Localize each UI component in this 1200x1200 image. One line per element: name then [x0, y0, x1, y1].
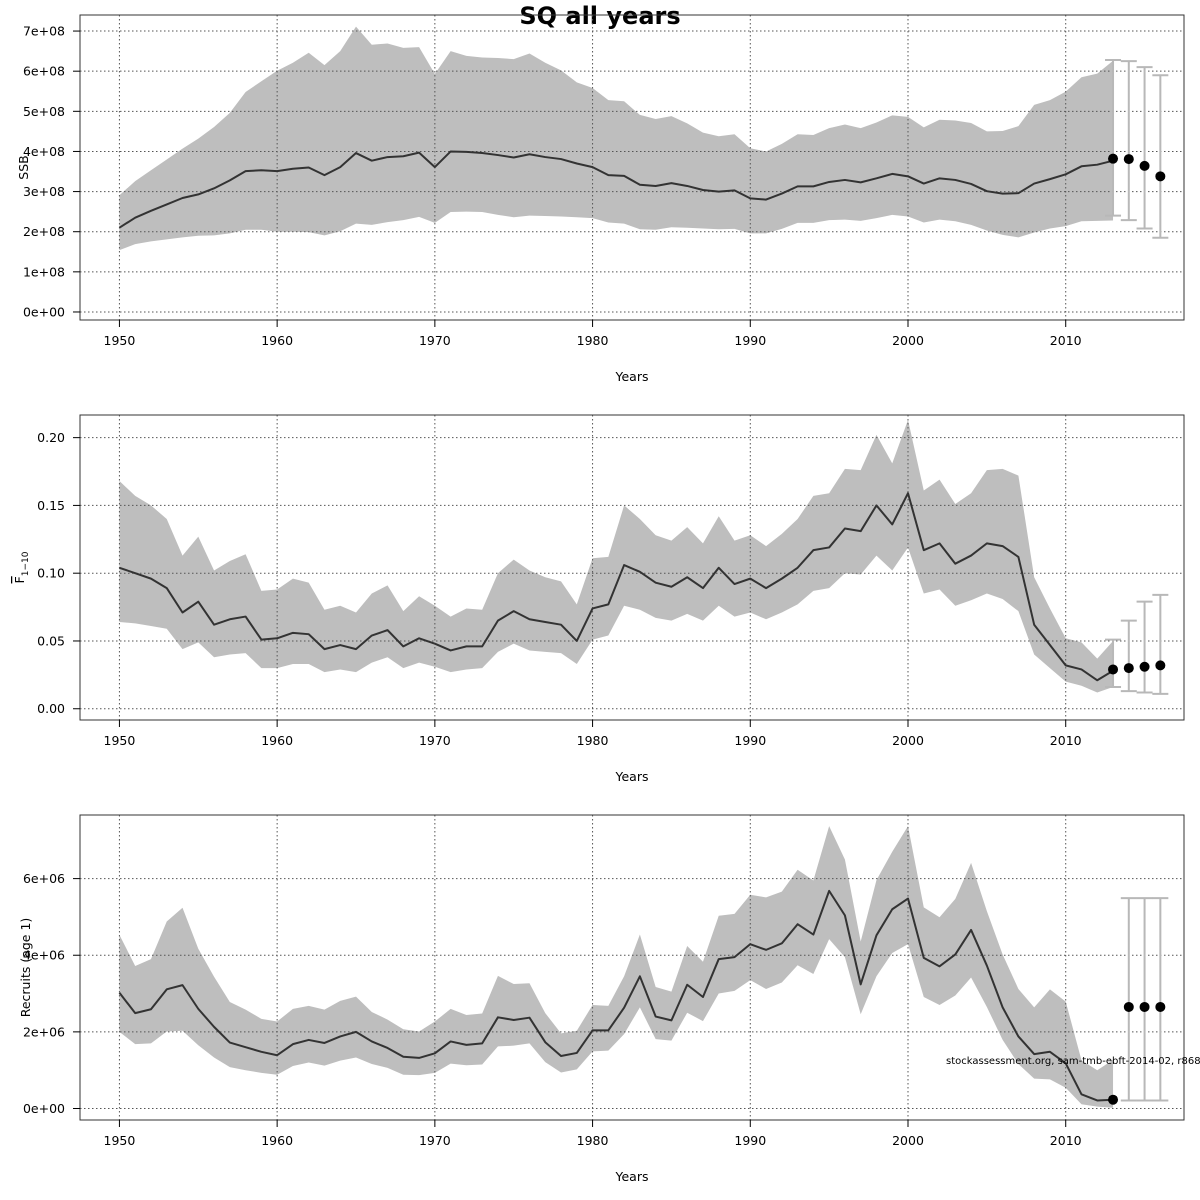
fbar-plot-frame: [79, 414, 1185, 721]
fbar-panel: 1950 1960 1970 1980 1990 2000 2010 0.00 0.05 0.10…: [12, 414, 1185, 784]
ssb-y-axis-label: SSB: [16, 155, 31, 179]
recruits-projection-point: [1139, 1001, 1150, 1012]
fbar-x-axis-label: Years: [615, 769, 649, 784]
fbar-y-tick-label: 0.00: [37, 701, 65, 716]
recruits-projection-point: [1123, 1001, 1134, 1012]
fbar-y-tick-label: 0.20: [37, 430, 65, 445]
fbar-projection-errorbar: [1152, 593, 1169, 695]
ssb-estimate-line: [118, 150, 1114, 229]
recruits-projection-errorbar: [1120, 897, 1137, 1102]
ssb-projection-errorbar: [1152, 74, 1169, 239]
ssb-confidence-band: [119, 26, 1114, 251]
recruits-x-tick-label: 1950: [104, 1133, 136, 1148]
fbar-x-tick-label: 2000: [892, 733, 924, 748]
ssb-projection-point: [1139, 160, 1150, 171]
recruits-projection-errorbar: [1136, 897, 1153, 1102]
source-note: stockassessment.org, sam-tmb-ebft-2014-0…: [946, 1056, 1200, 1067]
fbar-projection-errorbar: [1105, 638, 1122, 689]
recruits-x-tick-label: 1980: [577, 1133, 609, 1148]
ssb-x-tick-label: 1960: [261, 333, 293, 348]
fbar-y-axis-label-subscript: 1−10: [21, 551, 31, 576]
recruits-x-tick-label: 1970: [419, 1133, 451, 1148]
fbar-y-axis-label: F1−10: [12, 551, 31, 583]
recruits-x-tick-label: 2000: [892, 1133, 924, 1148]
figure-title: SQ all years: [519, 2, 680, 30]
fbar-projection-errorbar: [1136, 600, 1153, 694]
ssb-x-tick-label: 1980: [577, 333, 609, 348]
ssb-x-tick-label: 1990: [734, 333, 766, 348]
ssb-plot-frame: [79, 14, 1185, 321]
ssb-projection-errorbar: [1105, 58, 1122, 217]
fbar-projection-point: [1123, 663, 1134, 674]
recruits-estimate-line: [118, 889, 1114, 1102]
recruits-plot-frame: [79, 814, 1185, 1121]
ssb-x-tick-label: 1950: [104, 333, 136, 348]
ssb-x-tick-label: 2000: [892, 333, 924, 348]
ssb-x-axis-label: Years: [615, 369, 649, 384]
ssb-panel: 1950 1960 1970 1980 1990 2000 2010 0e+00 1e+08 2e…: [16, 14, 1185, 384]
ssb-x-tick-label: 2010: [1050, 333, 1082, 348]
recruits-x-tick-label: 2010: [1050, 1133, 1082, 1148]
fbar-y-tick-label: 0.10: [37, 566, 65, 581]
ssb-y-tick-label: 3e+08: [23, 184, 65, 199]
fbar-projection-point: [1155, 660, 1166, 671]
fbar-estimate-line: [119, 492, 1114, 682]
recruits-y-tick-label: 2e+06: [23, 1024, 65, 1039]
recruits-y-tick-label: 4e+06: [23, 948, 65, 963]
ssb-projection-point: [1108, 153, 1119, 164]
ssb-y-tick-label: 2e+08: [23, 224, 65, 239]
fbar-x-tick-label: 1970: [419, 733, 451, 748]
recruits-y-tick-label: 0e+00: [23, 1101, 65, 1116]
fbar-y-axis-label-main: F: [12, 576, 27, 583]
recruits-x-tick-label: 1990: [734, 1133, 766, 1148]
fbar-y-tick-label: 0.15: [37, 498, 65, 513]
fbar-projection-point: [1108, 664, 1119, 675]
recruits-projection-errorbar: [1152, 897, 1169, 1102]
recruits-x-tick-label: 1960: [261, 1133, 293, 1148]
ssb-y-tick-label: 7e+08: [23, 24, 65, 39]
ssb-projection-point: [1123, 154, 1134, 165]
ssb-y-tick-label: 5e+08: [23, 104, 65, 119]
fbar-confidence-band: [119, 420, 1114, 693]
ssb-projection-errorbar: [1136, 66, 1153, 230]
fbar-projection-point: [1139, 661, 1150, 672]
fbar-x-tick-label: 2010: [1050, 733, 1082, 748]
recruits-panel: 1950 1960 1970 1980 1990 2000 2010 0e+00 2e+06 4e…: [18, 814, 1185, 1184]
recruits-projection-point: [1108, 1094, 1119, 1105]
recruits-projection-point: [1155, 1001, 1166, 1012]
ssb-y-tick-label: 4e+08: [23, 144, 65, 159]
ssb-projection-point: [1155, 171, 1166, 182]
recruits-y-axis-label: Recruits (age 1): [18, 918, 33, 1018]
ssb-y-tick-label: 1e+08: [23, 264, 65, 279]
recruits-x-axis-label: Years: [615, 1169, 649, 1184]
recruits-y-tick-label: 6e+06: [23, 871, 65, 886]
fbar-x-tick-label: 1990: [734, 733, 766, 748]
ssb-y-tick-label: 0e+00: [23, 304, 65, 319]
ssb-x-tick-label: 1970: [419, 333, 451, 348]
fbar-x-tick-label: 1960: [261, 733, 293, 748]
fbar-projection-errorbar: [1120, 619, 1137, 693]
recruits-confidence-band: [119, 826, 1114, 1108]
fbar-x-tick-label: 1980: [577, 733, 609, 748]
fbar-x-tick-label: 1950: [104, 733, 136, 748]
fbar-y-tick-label: 0.05: [37, 633, 65, 648]
ssb-projection-errorbar: [1120, 60, 1137, 222]
ssb-y-tick-label: 6e+08: [23, 64, 65, 79]
